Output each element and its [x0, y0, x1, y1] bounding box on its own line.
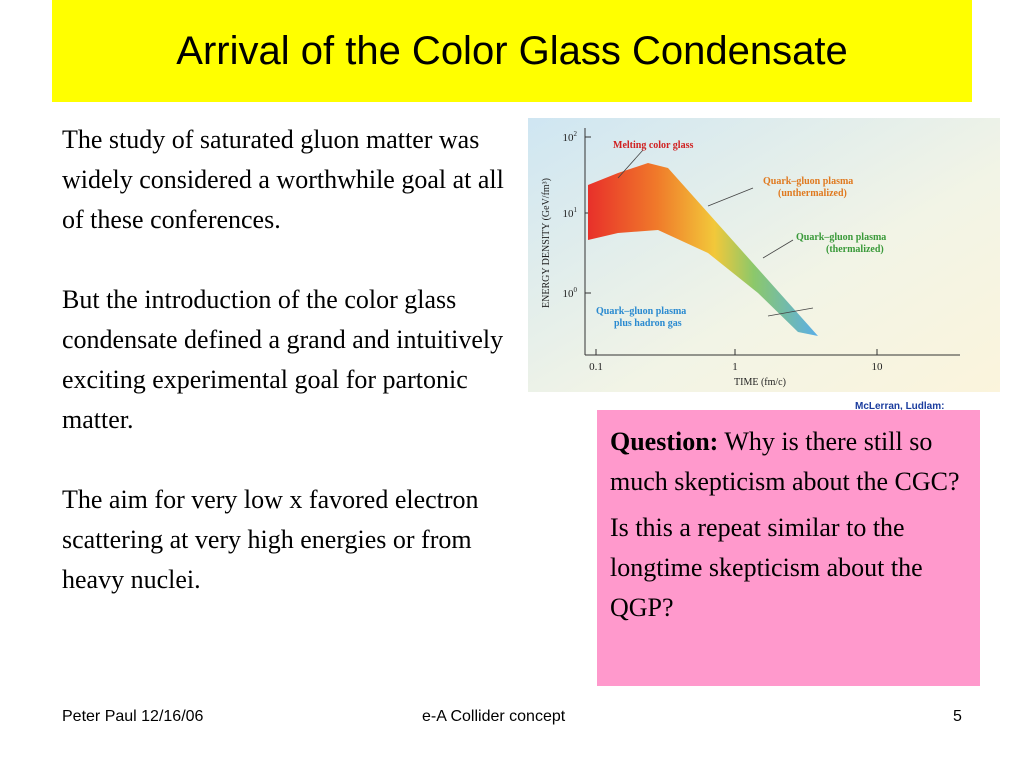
figure-credit: McLerran, Ludlam: — [855, 401, 945, 412]
y-tick-label: 101 — [563, 206, 578, 220]
footer-left: Peter Paul 12/16/06 — [62, 708, 204, 725]
y-tick-labels: 102 101 100 — [563, 130, 578, 300]
energy-band — [588, 163, 818, 336]
annotation: (unthermalized) — [778, 188, 847, 199]
footer-right: 5 — [953, 708, 962, 725]
y-axis-label: ENERGY DENSITY (GeV/fm³) — [541, 178, 552, 308]
question: Question: Why is there still so much ske… — [610, 422, 968, 502]
question-text: Why is there still so much skepticism ab… — [610, 427, 960, 496]
title: Arrival of the Color Glass Condensate — [176, 28, 848, 73]
question-box: Question: Why is there still so much ske… — [597, 410, 980, 686]
x-tick-label: 0.1 — [589, 361, 603, 373]
paragraph: The study of saturated gluon matter was … — [62, 125, 504, 234]
annotation: Quark–gluon plasma — [796, 232, 886, 243]
figure: Melting color glass Quark–gluon plasma (… — [528, 118, 1000, 392]
x-tick-labels: 0.1 1 10 — [589, 361, 883, 373]
question-label: Question: — [610, 427, 719, 456]
footer-center: e-A Collider concept — [422, 708, 566, 725]
x-axis-label: TIME (fm/c) — [734, 377, 786, 388]
title-box: Arrival of the Color Glass Condensate — [52, 0, 972, 102]
ticks — [585, 136, 878, 355]
annotation: Quark–gluon plasma — [763, 176, 853, 187]
y-tick-label: 100 — [563, 286, 578, 300]
annotation: (thermalized) — [826, 244, 884, 255]
x-tick-label: 10 — [872, 361, 884, 373]
annotation: Quark–gluon plasma — [596, 306, 686, 317]
figure-background — [528, 118, 1000, 392]
annotation: plus hadron gas — [614, 318, 682, 329]
y-tick-label: 102 — [563, 130, 578, 144]
body-text: The study of saturated gluon matter was … — [62, 120, 517, 640]
paragraph: But the introduction of the color glass … — [62, 285, 504, 434]
annotation: Melting color glass — [613, 140, 693, 151]
leader-lines — [617, 149, 814, 317]
x-tick-label: 1 — [732, 361, 738, 373]
followup: Is this a repeat similar to the longtime… — [610, 513, 923, 622]
annotations: Melting color glass Quark–gluon plasma (… — [596, 140, 886, 329]
paragraph: The aim for very low x favored electron … — [62, 485, 479, 594]
